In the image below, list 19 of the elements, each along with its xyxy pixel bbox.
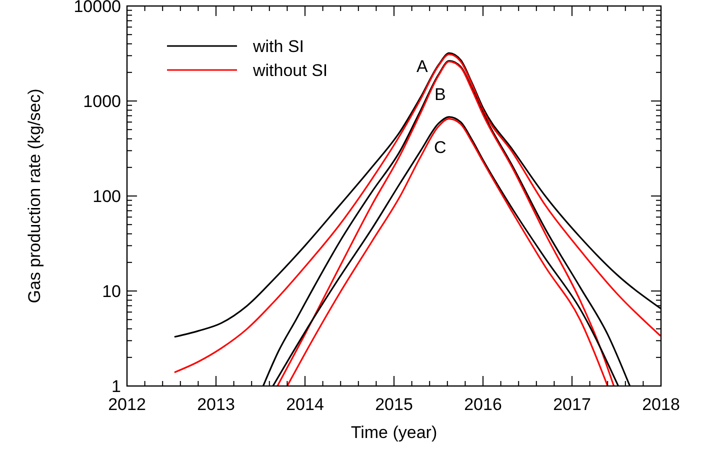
legend-label: without SI bbox=[252, 61, 328, 80]
x-tick-label: 2013 bbox=[197, 395, 235, 414]
y-tick-label: 10000 bbox=[74, 0, 121, 16]
x-tick-label: 2017 bbox=[553, 395, 591, 414]
y-tick-label: 100 bbox=[92, 187, 121, 206]
y-tick-label: 1 bbox=[112, 377, 121, 396]
x-tick-label: 2015 bbox=[375, 395, 413, 414]
x-axis-title: Time (year) bbox=[350, 423, 438, 442]
y-tick-label: 1000 bbox=[83, 92, 121, 111]
y-axis-title: Gas production rate (kg/sec) bbox=[25, 88, 44, 304]
x-tick-label: 2014 bbox=[286, 395, 324, 414]
legend-label: with SI bbox=[252, 37, 304, 56]
x-tick-label: 2018 bbox=[642, 395, 680, 414]
annotation: B bbox=[434, 84, 446, 104]
x-tick-label: 2016 bbox=[464, 395, 502, 414]
y-tick-label: 10 bbox=[102, 282, 121, 301]
x-tick-label: 2012 bbox=[108, 395, 146, 414]
annotation: A bbox=[416, 57, 429, 76]
annotation: C bbox=[434, 138, 446, 157]
